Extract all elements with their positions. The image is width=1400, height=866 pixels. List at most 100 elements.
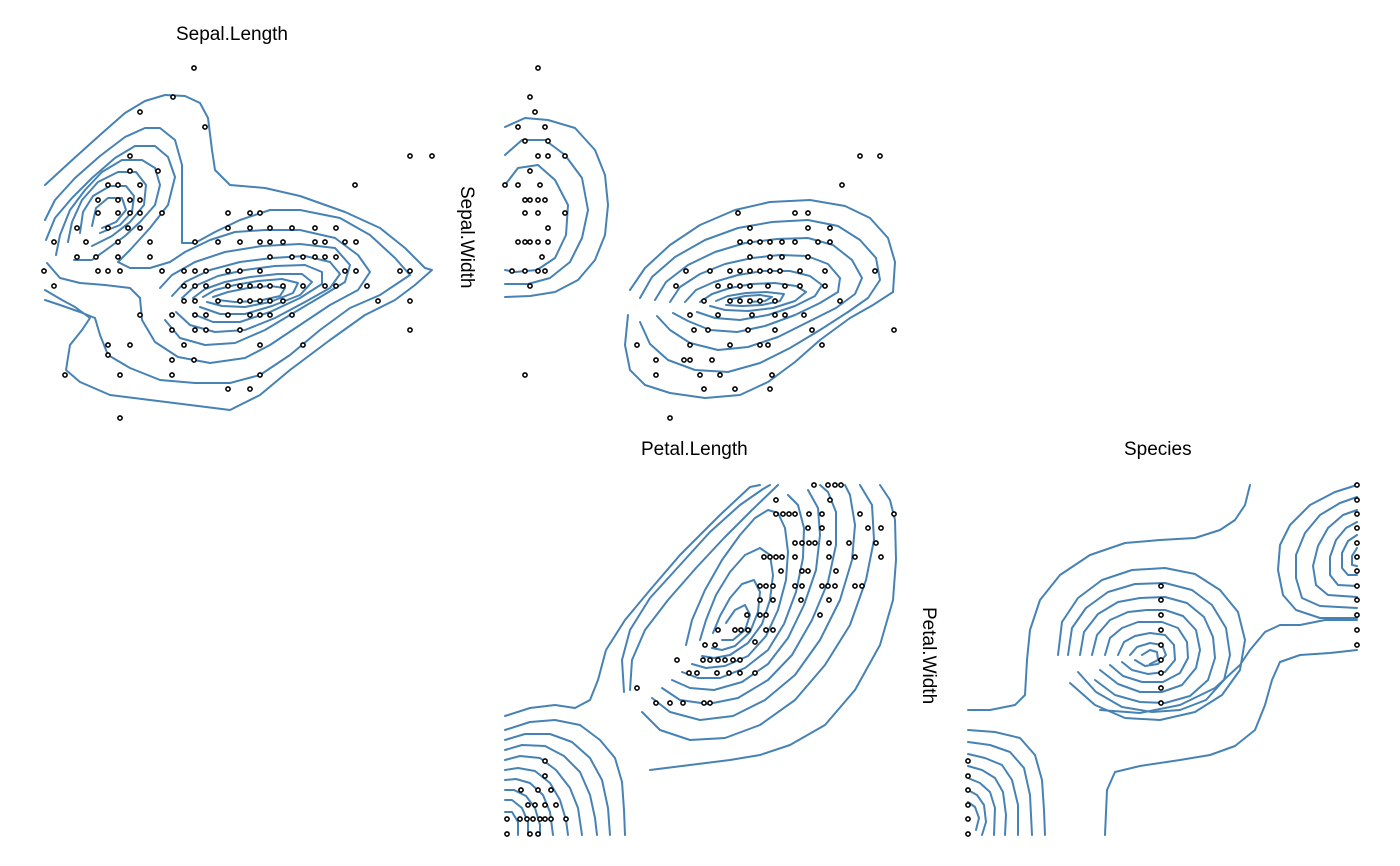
contour-line <box>1277 484 1358 619</box>
data-point <box>811 482 817 488</box>
data-point <box>697 372 703 378</box>
data-point <box>826 597 832 603</box>
data-point <box>397 268 403 274</box>
data-point <box>127 342 133 348</box>
data-point <box>181 268 187 274</box>
data-point <box>687 312 693 318</box>
data-point <box>1354 642 1360 648</box>
contour-line <box>1129 642 1167 667</box>
data-point <box>877 153 883 159</box>
data-point <box>717 372 723 378</box>
data-point <box>825 583 831 589</box>
data-point <box>312 254 318 260</box>
data-point <box>115 197 121 203</box>
data-point <box>105 182 111 188</box>
data-point <box>257 342 263 348</box>
data-point <box>539 254 545 260</box>
contour-line <box>44 94 433 411</box>
data-point <box>137 225 143 231</box>
data-point <box>726 670 732 676</box>
data-point <box>773 554 779 560</box>
data-point <box>653 357 659 363</box>
data-point <box>429 153 435 159</box>
data-point <box>127 210 133 216</box>
contour-line <box>641 484 875 741</box>
contour-line <box>651 484 856 721</box>
data-point <box>737 239 743 245</box>
contour-line <box>684 270 823 321</box>
data-point <box>192 327 198 333</box>
data-point <box>792 239 798 245</box>
data-point <box>673 283 679 289</box>
data-point <box>878 554 884 560</box>
data-point <box>737 283 743 289</box>
data-point <box>770 597 776 603</box>
data-point <box>772 312 778 318</box>
data-point <box>105 342 111 348</box>
data-point <box>965 816 971 822</box>
data-point <box>333 254 339 260</box>
contour-line <box>654 237 863 351</box>
data-point <box>522 138 528 144</box>
data-point <box>247 210 253 216</box>
contour-line <box>699 547 774 659</box>
data-point <box>819 511 825 517</box>
data-point <box>779 239 785 245</box>
data-point <box>95 268 101 274</box>
data-point <box>732 627 738 633</box>
data-point <box>215 298 221 304</box>
data-point <box>202 124 208 130</box>
data-point <box>300 283 306 289</box>
data-point <box>737 268 743 274</box>
data-point <box>518 787 524 793</box>
contour-line <box>967 765 1007 836</box>
data-point <box>181 283 187 289</box>
data-point <box>757 298 763 304</box>
data-point <box>747 283 753 289</box>
data-point <box>715 312 721 318</box>
contour-line <box>671 489 821 691</box>
data-point <box>745 327 751 333</box>
data-point <box>191 65 197 71</box>
data-point <box>548 816 554 822</box>
data-point <box>965 831 971 837</box>
data-point <box>247 312 253 318</box>
data-point <box>686 670 692 676</box>
data-point <box>727 298 733 304</box>
data-point <box>1158 700 1164 706</box>
data-point <box>545 239 551 245</box>
data-point <box>530 816 536 822</box>
data-point <box>681 357 687 363</box>
data-point <box>1354 627 1360 633</box>
data-point <box>735 210 741 216</box>
data-point <box>805 225 811 231</box>
contour-line <box>504 799 529 836</box>
contour-line <box>181 264 323 323</box>
data-point <box>542 802 548 808</box>
data-point <box>832 583 838 589</box>
data-point <box>765 342 771 348</box>
data-point <box>792 540 798 546</box>
data-point <box>115 254 121 260</box>
contour-line <box>624 199 896 399</box>
data-point <box>757 342 763 348</box>
data-point <box>770 583 776 589</box>
data-point <box>115 182 121 188</box>
data-point <box>833 568 839 574</box>
data-point <box>732 386 738 392</box>
data-point <box>1158 627 1164 633</box>
data-point <box>127 153 133 159</box>
data-point <box>527 197 533 203</box>
data-point <box>169 372 175 378</box>
data-point <box>542 773 548 779</box>
data-point <box>792 583 798 589</box>
contour-line <box>1117 632 1176 675</box>
data-point <box>267 298 273 304</box>
data-point <box>832 482 838 488</box>
panel-1 <box>502 65 897 421</box>
contour-line <box>504 484 761 717</box>
data-point <box>965 773 971 779</box>
data-point <box>312 239 318 245</box>
data-point <box>105 352 111 358</box>
